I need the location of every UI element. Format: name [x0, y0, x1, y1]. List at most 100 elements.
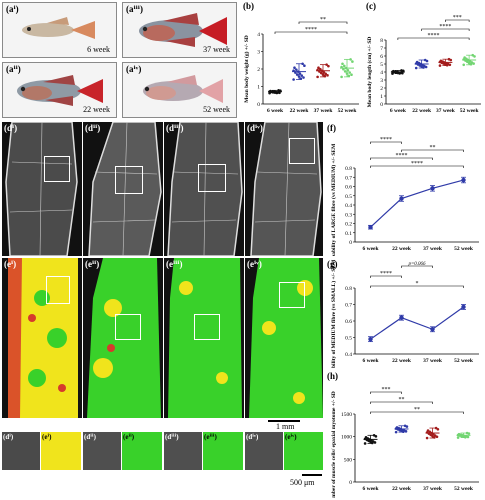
fish-age: 37 week	[203, 45, 230, 54]
data-point	[302, 76, 305, 79]
chart-g-medium-fibre: (g) 0.4 0.5 0.6 0.7 0.8 6 week 22 week 37 week 52…	[327, 259, 479, 368]
data-point	[461, 177, 466, 183]
fish-panel-label: (aⁱⁱ)	[6, 64, 21, 74]
micro-d2: (dⁱⁱ)	[83, 122, 163, 256]
x-tick-label: 37 week	[423, 358, 443, 364]
data-point	[295, 73, 299, 76]
fish-image-52week	[143, 75, 223, 103]
region-box	[198, 164, 226, 192]
y-axis-label: Probability of LARGE fibre (vs MEDIUM) +…	[330, 143, 337, 256]
micro-d1: (dⁱ)	[2, 122, 82, 256]
series-line	[370, 306, 464, 340]
data-point	[295, 68, 298, 71]
scale-label-1mm: 1 mm	[276, 422, 295, 431]
x-tick-label: 52 week	[460, 108, 480, 114]
region-box	[115, 314, 141, 340]
scale-bar-1mm	[268, 420, 300, 422]
significance-bracket	[370, 411, 464, 414]
y-axis-label: Probability of MEDIUM fibre (vs SMALL) +…	[330, 259, 337, 368]
data-point	[471, 53, 475, 57]
y-tick-label: 0	[257, 102, 260, 108]
significance-label: **	[430, 145, 436, 151]
data-point	[343, 70, 347, 73]
micro-e2: (eⁱⁱ)	[83, 258, 163, 418]
x-tick-label: 6 week	[362, 246, 379, 252]
y-tick-label: 0	[349, 240, 352, 246]
y-axis-label: Number of muscle cells/ epaxial myotome …	[331, 391, 337, 498]
data-point	[447, 57, 451, 61]
x-tick-label: 22 week	[392, 246, 412, 252]
fish-panel-a3: (aⁱⁱⁱ) 37 week	[122, 2, 237, 58]
data-point	[456, 436, 460, 439]
x-tick-label: 6 week	[362, 358, 379, 364]
series-line	[370, 179, 464, 228]
micro-e3: (eⁱⁱⁱ)	[164, 258, 244, 418]
data-point	[351, 60, 354, 63]
chart-b-body-weight: (b) 0 1 2 3 4 6 week 22 week 37 week 52 week Mean …	[243, 1, 359, 114]
x-tick-label: 22 week	[412, 108, 432, 114]
x-tick-label: 22 week	[392, 358, 412, 364]
x-tick-label: 6 week	[267, 108, 284, 114]
data-point	[399, 196, 404, 201]
data-point	[277, 89, 280, 92]
y-tick-label: 0.6	[345, 185, 352, 191]
fish-age: 22 week	[83, 105, 110, 114]
micro-e1: (eⁱ)	[2, 258, 82, 418]
significance-label: **	[320, 17, 326, 23]
panel-label: (eⁱⁱⁱ)	[166, 259, 183, 269]
micro-d4: (dⁱᵛ)	[245, 122, 323, 256]
y-tick-label: 0.4	[345, 352, 352, 358]
fish-panel-label: (aⁱ)	[6, 4, 19, 14]
x-tick-label: 52 week	[338, 108, 358, 114]
data-point	[372, 434, 376, 437]
significance-label: p=0.066	[407, 262, 426, 267]
chart-c-body-length: (c) 0 1 2 3 4 5 6 7 8 6 week 22 week 37 week 52 week M…	[366, 1, 481, 114]
y-tick-label: 4	[257, 32, 260, 38]
y-tick-label: 1000	[341, 435, 352, 441]
data-point	[430, 186, 435, 191]
panel-label: (dⁱᵛ)	[247, 123, 263, 133]
significance-bracket	[370, 141, 402, 144]
significance-label: ****	[380, 271, 392, 277]
region-box	[44, 156, 70, 182]
panel-label: (dⁱⁱ)	[85, 123, 101, 133]
data-point	[292, 78, 295, 81]
region-box	[289, 138, 315, 164]
muscle-section-image	[5, 122, 78, 256]
data-point	[319, 67, 322, 71]
chart-panel-label: (h)	[327, 371, 338, 381]
x-tick-label: 52 week	[454, 358, 474, 364]
y-tick-label: 500	[344, 457, 353, 463]
data-point	[349, 58, 352, 61]
y-tick-label: 0.5	[345, 336, 352, 342]
fish-age: 52 week	[203, 105, 230, 114]
x-tick-label: 52 week	[454, 486, 474, 492]
data-point	[301, 62, 304, 66]
y-tick-label: 2	[380, 86, 383, 92]
y-tick-label: 7	[380, 46, 383, 52]
region-box	[194, 314, 220, 340]
data-point	[316, 75, 319, 79]
data-point	[325, 63, 328, 66]
scale-label-500um: 500 μm	[290, 478, 315, 487]
chart-panel-label: (b)	[243, 1, 254, 11]
significance-bracket	[370, 401, 433, 404]
data-point	[347, 74, 351, 78]
x-tick-label: 37 week	[423, 246, 443, 252]
panel-label: (eⁱ)	[4, 259, 17, 269]
fish-panel-label: (aⁱᵛ)	[126, 64, 142, 74]
region-box	[279, 282, 305, 308]
zoom-d1: (dⁱ)	[2, 432, 40, 470]
data-point	[425, 436, 429, 440]
significance-bracket	[445, 19, 470, 22]
y-tick-label: 0.2	[345, 222, 352, 228]
fibre-classification-image	[168, 258, 242, 418]
data-point	[327, 64, 330, 68]
y-tick-label: 1500	[341, 412, 352, 418]
chart-panel-label: (f)	[327, 123, 336, 133]
x-tick-label: 6 week	[362, 486, 379, 492]
data-point	[434, 426, 438, 430]
significance-label: ****	[380, 137, 392, 143]
y-tick-label: 4	[380, 70, 383, 76]
significance-bracket	[421, 28, 470, 31]
